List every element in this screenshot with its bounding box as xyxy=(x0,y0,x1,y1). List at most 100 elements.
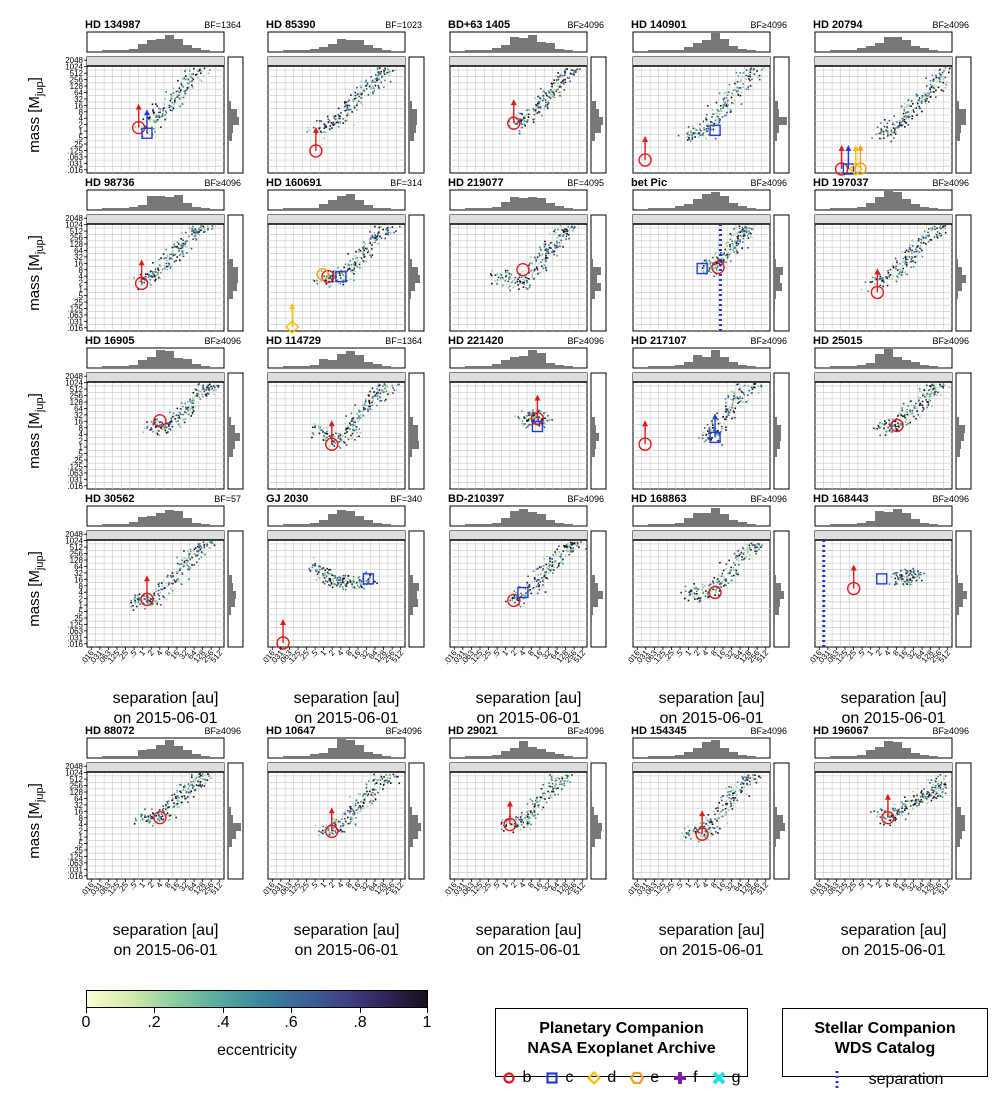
posterior-sample-point xyxy=(189,400,191,402)
posterior-sample-point xyxy=(150,420,153,423)
posterior-sample-point xyxy=(890,130,893,132)
posterior-sample-point xyxy=(569,80,572,83)
posterior-sample-point xyxy=(562,75,564,77)
top-histogram-bar xyxy=(519,356,528,368)
posterior-sample-point xyxy=(882,418,884,421)
posterior-sample-point xyxy=(357,420,359,422)
posterior-sample-point xyxy=(180,238,182,240)
posterior-sample-point xyxy=(918,97,921,99)
posterior-sample-point xyxy=(522,278,525,281)
posterior-sample-point xyxy=(345,430,348,432)
posterior-sample-point xyxy=(526,279,528,282)
posterior-sample-point xyxy=(919,397,922,399)
posterior-sample-point xyxy=(705,433,708,436)
posterior-sample-point xyxy=(518,276,521,279)
posterior-sample-point xyxy=(196,231,199,234)
posterior-sample-point xyxy=(722,104,725,106)
posterior-sample-point xyxy=(718,113,721,115)
planet-c-marker xyxy=(709,124,721,137)
planet-c-marker xyxy=(842,163,855,175)
posterior-sample-point xyxy=(199,548,202,551)
right-histogram-bar xyxy=(409,117,417,125)
posterior-sample-point xyxy=(529,262,531,265)
posterior-sample-point xyxy=(185,75,187,77)
posterior-sample-point xyxy=(562,246,564,248)
top-histogram-bar xyxy=(301,366,310,368)
right-histogram-bar xyxy=(409,133,414,141)
posterior-sample-point xyxy=(518,288,520,290)
posterior-sample-point xyxy=(567,235,569,238)
posterior-sample-point xyxy=(192,398,195,401)
posterior-sample-point xyxy=(507,285,510,287)
right-histogram-bar xyxy=(774,133,777,141)
posterior-sample-point xyxy=(886,284,889,287)
posterior-sample-point xyxy=(365,405,367,407)
posterior-sample-point xyxy=(725,105,728,107)
posterior-sample-point xyxy=(548,99,550,102)
posterior-sample-point xyxy=(938,71,941,73)
posterior-sample-point xyxy=(540,271,542,274)
posterior-sample-point xyxy=(168,423,171,426)
posterior-sample-point xyxy=(167,586,169,588)
posterior-sample-point xyxy=(723,422,726,425)
posterior-sample-point xyxy=(366,246,368,249)
posterior-sample-point xyxy=(532,118,534,121)
right-histogram-bar xyxy=(774,291,776,299)
top-histogram-bar xyxy=(319,204,328,210)
posterior-sample-point xyxy=(944,225,947,227)
posterior-sample-point xyxy=(550,90,553,93)
posterior-sample-point xyxy=(344,263,347,266)
posterior-sample-point xyxy=(559,245,561,247)
posterior-sample-point xyxy=(900,124,903,127)
right-histogram-bar xyxy=(591,275,597,283)
top-histogram-bar xyxy=(346,194,355,210)
posterior-sample-point xyxy=(553,94,555,96)
y-tick-label: .063 xyxy=(67,153,83,162)
posterior-sample-point xyxy=(711,108,714,111)
posterior-sample-point xyxy=(152,422,154,424)
posterior-sample-point xyxy=(502,280,504,282)
posterior-sample-point xyxy=(194,237,197,240)
posterior-sample-point xyxy=(689,140,692,142)
posterior-sample-point xyxy=(190,76,192,78)
posterior-sample-point xyxy=(152,110,154,112)
posterior-sample-point xyxy=(939,68,941,71)
posterior-sample-point xyxy=(529,268,531,271)
posterior-sample-point xyxy=(157,423,160,425)
posterior-sample-point xyxy=(362,404,365,407)
posterior-sample-point xyxy=(537,419,540,421)
top-histogram-bar xyxy=(201,366,210,368)
posterior-sample-point xyxy=(740,229,743,232)
posterior-sample-point xyxy=(729,111,732,113)
posterior-sample-point xyxy=(894,277,896,280)
posterior-sample-point xyxy=(160,257,162,259)
right-histogram-bar xyxy=(774,251,775,259)
posterior-sample-point xyxy=(900,416,902,419)
y-tick-label: 16 xyxy=(74,101,83,110)
posterior-sample-point xyxy=(194,228,196,230)
posterior-sample-point xyxy=(732,235,735,237)
posterior-sample-point xyxy=(354,108,357,110)
posterior-sample-point xyxy=(560,89,563,91)
posterior-sample-point xyxy=(146,273,149,275)
posterior-sample-point xyxy=(722,417,724,419)
posterior-sample-point xyxy=(564,81,567,84)
posterior-sample-point xyxy=(930,233,932,235)
posterior-sample-point xyxy=(158,434,161,436)
posterior-sample-point xyxy=(175,102,177,104)
posterior-sample-point xyxy=(369,254,371,257)
posterior-sample-point xyxy=(155,120,158,123)
posterior-sample-point xyxy=(358,100,360,103)
posterior-sample-point xyxy=(540,261,542,263)
y-tick-label: 4 xyxy=(79,114,84,123)
posterior-sample-point xyxy=(377,71,379,73)
posterior-sample-point xyxy=(199,229,202,232)
posterior-sample-point xyxy=(906,407,909,409)
top-histogram-bar xyxy=(364,45,373,52)
posterior-sample-point xyxy=(373,84,375,87)
posterior-sample-point xyxy=(904,262,907,264)
posterior-sample-point xyxy=(361,256,364,258)
posterior-sample-point xyxy=(512,286,515,289)
posterior-sample-point xyxy=(365,247,367,250)
posterior-sample-point xyxy=(340,439,343,441)
